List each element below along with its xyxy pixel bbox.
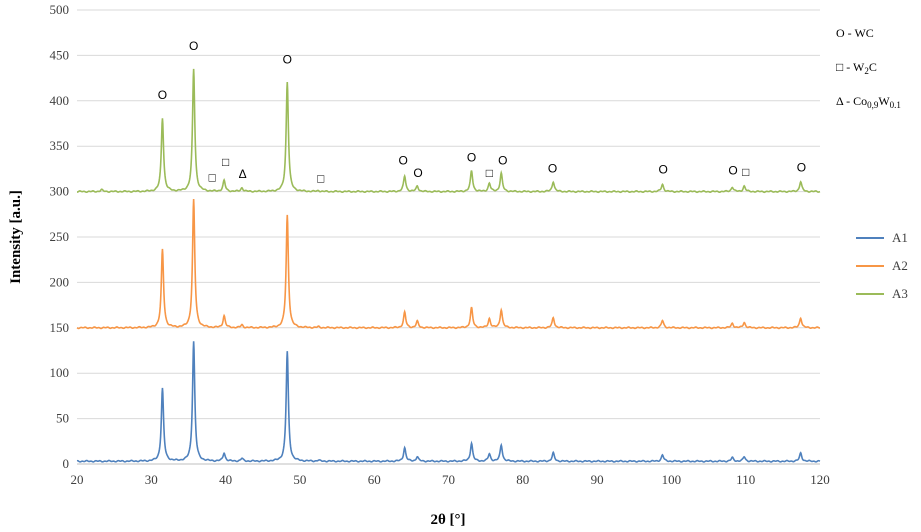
peak-marker: O bbox=[158, 88, 167, 102]
peak-annotations: OO□□ΔO□OOO□OO O O □ O bbox=[158, 39, 806, 186]
x-axis-title: 2θ [°] bbox=[430, 512, 465, 528]
series-line-a1 bbox=[76, 341, 821, 463]
peak-marker: O bbox=[728, 163, 737, 177]
peak-marker: □ bbox=[486, 166, 493, 180]
y-tick-label: 200 bbox=[50, 274, 70, 289]
y-tick-label: 0 bbox=[63, 456, 70, 471]
peak-marker: O bbox=[498, 153, 507, 167]
peak-marker: O bbox=[413, 166, 422, 180]
peak-marker: O bbox=[797, 161, 806, 175]
series-line-a2 bbox=[76, 198, 821, 330]
x-tick-label: 40 bbox=[219, 472, 232, 487]
y-tick-label: 50 bbox=[56, 411, 69, 426]
x-tick-label: 120 bbox=[810, 472, 830, 487]
legend-label: A1 bbox=[892, 230, 908, 245]
x-tick-label: 30 bbox=[145, 472, 158, 487]
peak-marker: □ bbox=[209, 171, 216, 185]
y-tick-label: 500 bbox=[50, 2, 70, 17]
y-tick-label: 400 bbox=[50, 93, 70, 108]
x-tick-label: 20 bbox=[71, 472, 84, 487]
x-tick-label: 60 bbox=[368, 472, 381, 487]
legend-label: A2 bbox=[892, 258, 908, 273]
peak-marker: O bbox=[659, 162, 668, 176]
y-tick-label: 450 bbox=[50, 47, 70, 62]
series-line-a3 bbox=[77, 68, 821, 194]
phase-key: O - WC □ - W2C Δ - Co0,9W0.1 bbox=[836, 26, 901, 110]
y-tick-label: 250 bbox=[50, 229, 70, 244]
peak-marker: O bbox=[399, 153, 408, 167]
y-tick-label: 150 bbox=[50, 320, 70, 335]
peak-marker: Δ bbox=[239, 167, 247, 181]
peak-marker: O bbox=[467, 151, 476, 165]
y-tick-label: 100 bbox=[50, 365, 70, 380]
legend: A1 A2 A3 bbox=[856, 230, 908, 301]
y-tick-label: 350 bbox=[50, 138, 70, 153]
phase-key-item: Δ - Co0,9W0.1 bbox=[836, 94, 901, 110]
y-axis-title: Intensity [a.u.] bbox=[8, 190, 24, 284]
gridlines bbox=[77, 9, 820, 420]
x-tick-label: 80 bbox=[516, 472, 529, 487]
x-tick-label: 110 bbox=[736, 472, 755, 487]
series-layer bbox=[76, 68, 821, 463]
x-tick-label: 70 bbox=[442, 472, 455, 487]
x-tick-label: 50 bbox=[293, 472, 306, 487]
axes: 0 50 100 150 200 250 300 350 400 450 500 20 30 40 50 60… bbox=[50, 2, 830, 487]
phase-key-item: □ - W2C bbox=[836, 60, 877, 76]
legend-label: A3 bbox=[892, 286, 908, 301]
peak-marker: □ bbox=[317, 172, 324, 186]
x-tick-label: 90 bbox=[591, 472, 604, 487]
phase-key-item: O - WC bbox=[836, 26, 874, 40]
peak-marker: □ bbox=[742, 165, 749, 179]
y-tick-label: 300 bbox=[50, 184, 70, 199]
x-tick-label: 100 bbox=[662, 472, 682, 487]
peak-marker: O bbox=[548, 162, 557, 176]
peak-marker: O bbox=[189, 39, 198, 53]
peak-marker: O bbox=[283, 53, 292, 67]
peak-marker: □ bbox=[222, 155, 229, 169]
